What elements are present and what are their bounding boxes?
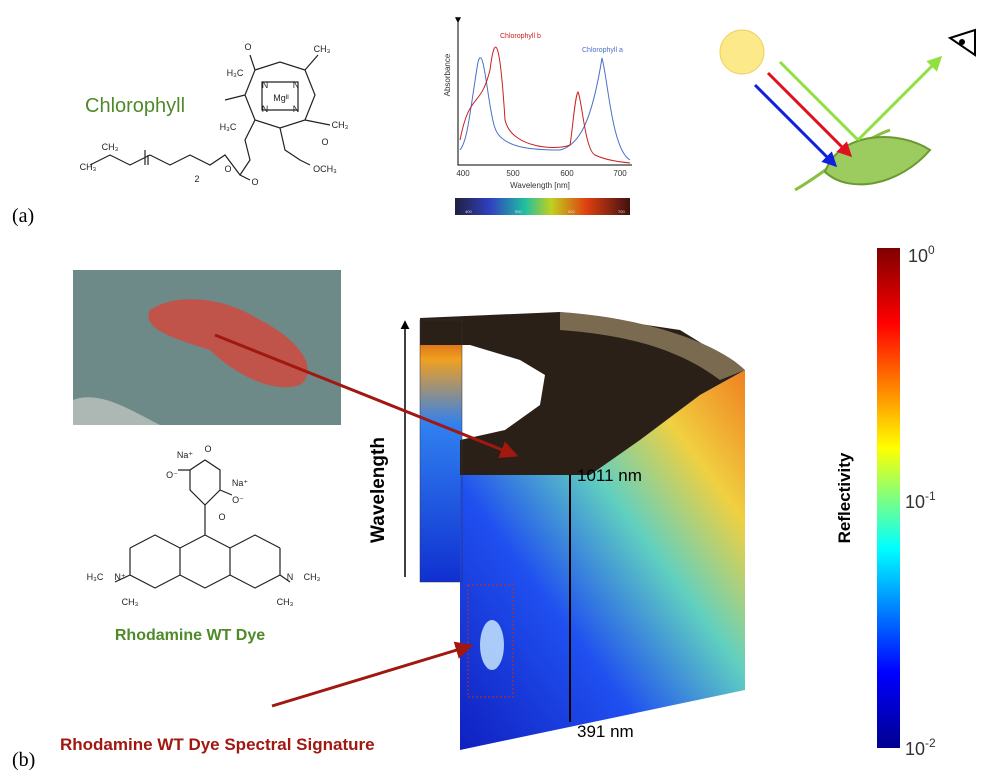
atom-label: N [262,80,269,90]
lower-wavelength: 391 nm [577,722,634,741]
atom-label: Na⁺ [232,478,249,488]
spectrum-tick: 500 [506,169,520,178]
chlorophyll-structure: O CH₃ H₃C N N N N Mgᴵᴵ H₃C CH₃ CH₃ CH₃ 2… [80,42,349,187]
colorbar-tick: 10-2 [905,736,936,759]
red-light [766,71,853,158]
dye-plume [148,299,308,388]
eye-pupil [959,39,965,45]
upper-wavelength: 1011 nm [577,466,642,485]
atom-label: N⁺ [114,572,125,582]
curve-label: Chlorophyll b [500,33,541,40]
bar-tick: 600 [568,209,575,214]
atom-label: N [293,80,300,90]
dye-signature [480,620,504,670]
atom-label: CH₃ [102,142,119,152]
colorbar-tick: 10-1 [905,489,936,512]
plume-arrow [214,333,519,459]
signature-box [467,584,514,698]
tick-base: 10 [905,739,925,759]
bar-tick: 500 [515,209,522,214]
tick-base: 10 [905,492,925,512]
molecule-name: Chlorophyll [85,95,185,117]
shore [73,397,160,425]
cube-top-rim [560,312,745,380]
atom-label: H₃C [227,68,244,78]
visible-spectrum-bar [455,198,630,215]
atom-label: N [293,104,300,114]
spectrum-tick: 700 [613,169,627,178]
atom-label: O [204,444,211,454]
green-light [778,60,860,142]
rhodamine-structure: Na⁺ O⁻ O Na⁺ O⁻ O H₃C N⁺ N CH₃ CH₃ CH₃ [87,444,321,607]
atom-label: O⁻ [166,470,178,480]
signature-label: Rhodamine WT Dye Spectral Signature [60,735,375,754]
dye-name: Rhodamine WT Dye [115,627,265,644]
colorbar-title: Reflectivity [835,452,854,543]
panel-label: (a) [12,205,34,227]
cube-front-face [460,370,745,750]
spectrum-tick: 600 [560,169,574,178]
spectrum-y-label: Absorbance [443,53,452,96]
tick-exponent: -2 [925,736,936,750]
cube-top-face [420,312,745,475]
tick-exponent: 0 [928,243,935,257]
chlorophyll-b-curve [459,46,631,164]
atom-label: N [287,572,294,582]
panel-label: (b) [12,749,35,771]
atom-label: CH₃ [277,597,294,607]
atom-label: H₃C [87,572,104,582]
hyperspectral-cube [419,312,745,750]
atom-label: O [251,177,258,187]
atom-label: CH₃ [314,44,331,54]
atom-label: CH₃ [304,572,321,582]
atom-label: 2 [194,174,199,184]
spectrum-tick: 400 [456,169,470,178]
atom-label: CH₃ [80,162,97,172]
cube-left-face [420,320,462,582]
leaf-reflection-diagram [719,28,976,192]
colorbar-tick: 100 [908,243,935,266]
curve-label: Chlorophyll a [582,47,623,54]
atom-label: O⁻ [232,495,244,505]
atom-label: Na⁺ [177,450,194,460]
spectrum-x-label: Wavelength [nm] [510,181,570,190]
colorbar-gradient [877,248,900,748]
atom-label: Mgᴵᴵ [273,93,289,103]
spectrum-axes [455,17,632,166]
atom-label: H₃C [220,122,237,132]
chlorophyll-a-curve [459,57,631,161]
green-reflected [856,55,943,142]
cube-edge [419,319,463,583]
atom-label: O [321,137,328,147]
wavelength-label: Wavelength [368,437,389,543]
atom-label: CH₃ [122,597,139,607]
atom-label: OCH₃ [313,164,337,174]
atom-label: O [244,42,251,52]
bar-tick: 700 [618,209,625,214]
tick-base: 10 [908,246,928,266]
atom-label: CH₃ [332,120,349,130]
atom-label: O [218,512,225,522]
blue-light [753,83,838,168]
signature-arrow [271,641,474,708]
atom-label: N [262,104,269,114]
atom-label: O [224,164,231,174]
tick-exponent: -1 [925,489,936,503]
sun [719,29,765,75]
colorbar: Reflectivity 100 10-1 10-2 [835,243,936,759]
absorbance-spectrum: Absorbance Wavelength [nm] 400 500 600 7… [443,17,632,215]
bar-tick: 400 [465,209,472,214]
